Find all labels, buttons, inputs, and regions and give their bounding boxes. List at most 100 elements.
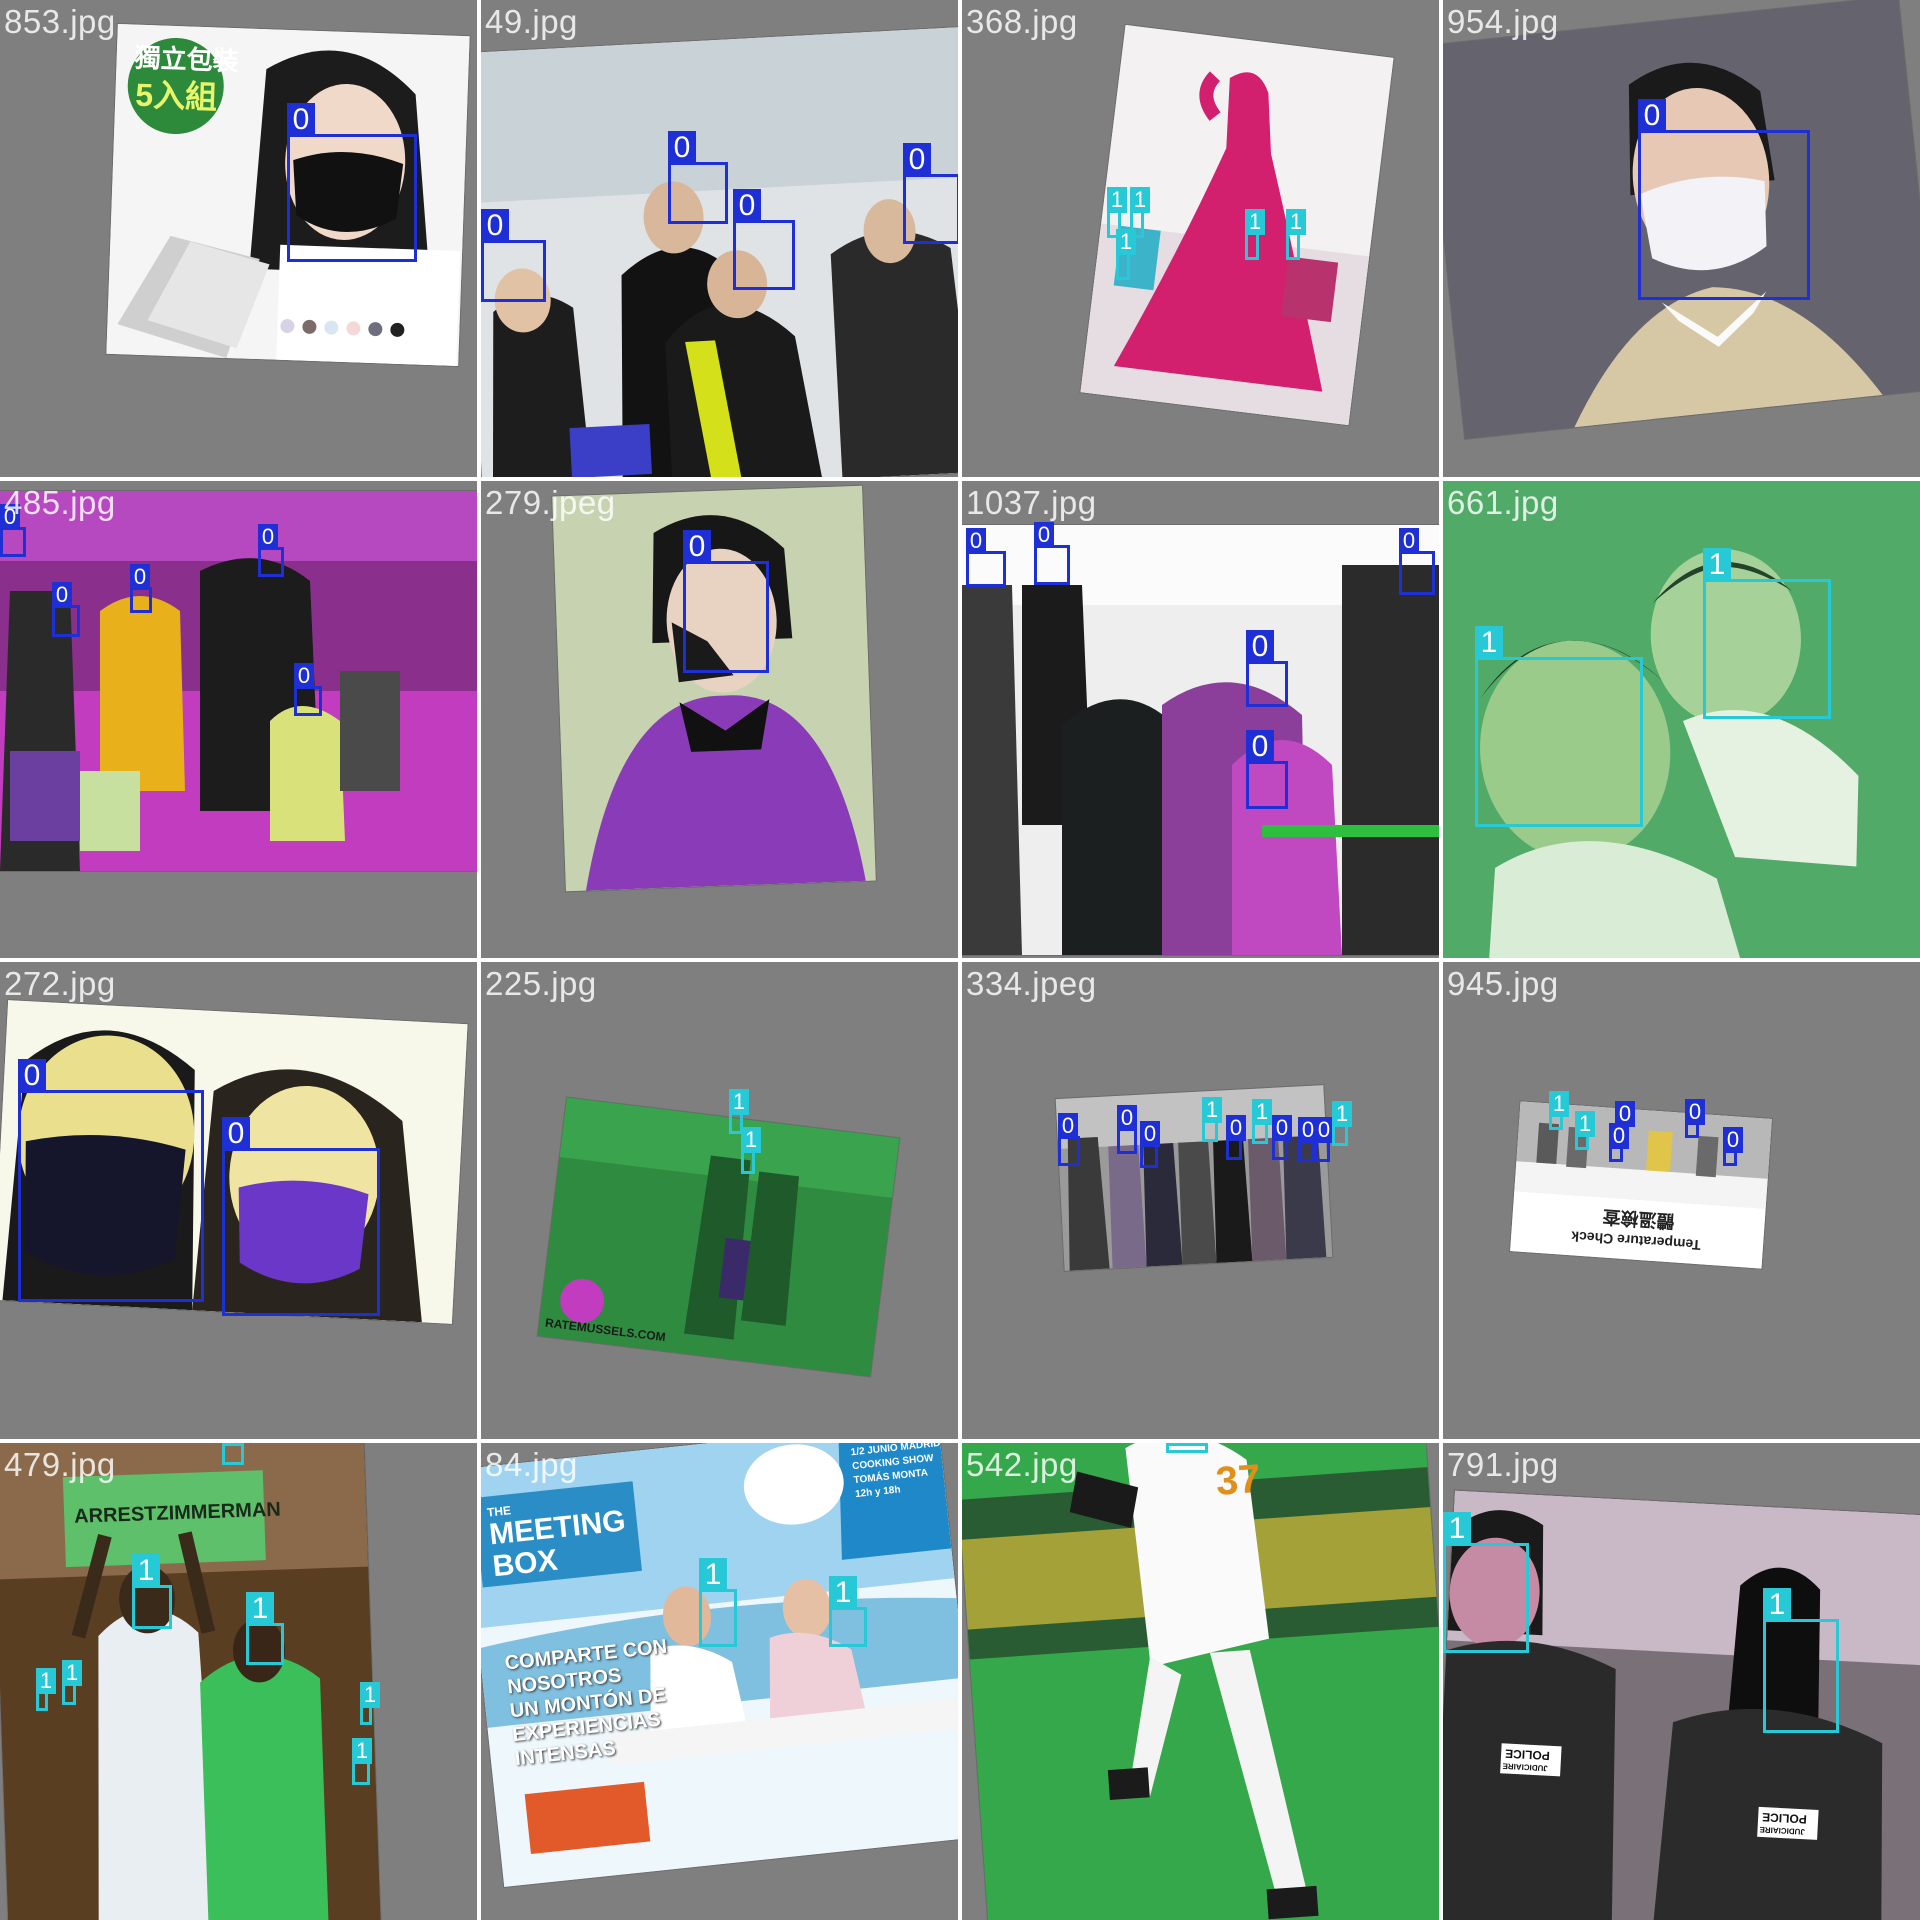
detection-box: 1 [1443,1512,1529,1653]
class-label: 1 [1575,1111,1595,1137]
green-street-scene-image [537,1097,900,1377]
class-label: 1 [222,1443,242,1446]
crowd-masks-image [481,27,958,477]
class-label: 0 [1272,1115,1292,1141]
detection-box: 1 [1252,1099,1272,1144]
jersey-number: 37 [1214,1456,1262,1504]
class-label: 0 [1140,1121,1160,1147]
woman-white-mask-image [1443,0,1920,439]
tile-filename: 661.jpg [1447,484,1559,521]
class-label: 0 [1226,1115,1246,1141]
detection-box: 1 [62,1660,82,1705]
detection-box: 0 [1685,1099,1705,1138]
man-purple-jacket-image [552,485,876,892]
tile-945: 體溫檢查 Temperature Check 945.jpg 1 1 0 0 0… [1443,962,1920,1439]
tile-368: 368.jpg 1 1 1 1 1 [962,0,1439,477]
detection-box: 1 [729,1089,749,1134]
tile-filename: 272.jpg [4,965,116,1002]
detection-box: 0 [1723,1127,1743,1166]
detection-box: 0 [1034,522,1070,585]
class-label: 0 [222,1117,250,1151]
tile-485: 485.jpg 0 0 0 0 0 [0,481,477,958]
detection-box: 1 [1763,1588,1839,1733]
class-label: 0 [1638,99,1666,133]
photo [481,27,958,477]
class-label: 0 [1246,730,1274,764]
class-label: 1 [360,1682,380,1708]
badge-text-line1: 獨立包裝 [134,42,240,77]
photo: ARRESTZIMMERMAN [0,1443,381,1920]
class-label: 0 [966,528,986,554]
class-label: 0 [903,143,931,177]
detection-box: 0 [0,504,26,557]
patch-text-right-2: JUDICIAIRE [1759,1824,1806,1837]
photo: 37 [962,1443,1439,1920]
class-label: 0 [294,663,314,689]
class-label: 1 [699,1558,727,1592]
detection-box: 1 [1575,1111,1595,1150]
class-label: 1 [1107,187,1127,213]
class-label: 0 [287,103,315,137]
detection-box: 1 [1116,229,1136,280]
detection-box: 1 [352,1738,372,1785]
tile-853: 獨立包裝 5入組 853.jpg 0 [0,0,477,477]
couple-masks-selfie-image [0,1000,468,1324]
class-label: 0 [258,524,278,550]
detection-box: 0 [481,209,546,302]
class-label: 0 [1399,528,1419,554]
baseball-pitcher-image [962,1443,1439,1920]
class-label: 0 [668,131,696,165]
patch-text-left-1: POLICE [1504,1746,1551,1763]
class-label: 1 [1245,209,1265,235]
tile-542: 37 542.jpg 1 [962,1443,1439,1920]
detection-box: 1 [1549,1091,1569,1130]
tile-791: POLICE JUDICIAIRE POLICE JUDICIAIRE 791.… [1443,1443,1920,1920]
class-label: 1 [62,1660,82,1686]
badge-text-line2: 5入組 [134,76,218,116]
class-label: 1 [741,1127,761,1153]
police-officers-balaclava-image [1443,1490,1920,1920]
detection-box: 0 [683,530,769,673]
tile-filename: 334.jpeg [966,965,1097,1002]
tile-filename: 479.jpg [4,1446,116,1483]
class-label: 0 [0,504,20,530]
class-label: 0 [1723,1127,1743,1153]
class-label: 0 [481,209,509,243]
class-label: 1 [1703,548,1731,582]
tile-272: 272.jpg 0 0 [0,962,477,1439]
tile-filename: 945.jpg [1447,965,1559,1002]
statue-with-crowd-image [1080,24,1394,426]
detection-box: 0 [18,1059,204,1302]
detection-box: 1 [699,1558,737,1647]
class-label: 0 [1685,1099,1705,1125]
detection-box: 1 [1286,209,1306,260]
class-label: 0 [1609,1123,1629,1149]
class-label: 1 [1130,187,1150,213]
class-label: 0 [1314,1117,1334,1143]
class-label: 0 [1298,1117,1318,1143]
class-label: 1 [36,1668,56,1694]
class-label: 1 [1443,1512,1471,1546]
detection-box: 0 [1314,1117,1334,1162]
class-label: 0 [1034,522,1054,548]
class-label: 0 [733,189,761,223]
detection-box: 1 [1703,548,1831,719]
class-label: 0 [52,582,72,608]
class-label: 0 [1615,1101,1635,1127]
class-label: 1 [1116,229,1136,255]
class-label: 1 [132,1554,160,1588]
photo [0,491,477,871]
class-label: 1 [1763,1588,1791,1622]
tile-filename: 1037.jpg [966,484,1097,521]
queue-of-people-image [1055,1085,1333,1271]
meeting-box-box: BOX [491,1543,560,1584]
photo [0,1000,468,1324]
tile-84: THE MEETING BOX COMPARTE CON NOSOTROS UN… [481,1443,958,1920]
sign-chinese: 體溫檢查 [1602,1206,1676,1232]
detection-box: 0 [52,582,80,637]
detection-box: 0 [1609,1123,1629,1162]
detection-box: 1 [36,1668,56,1711]
detection-box: 1 [741,1127,761,1174]
detection-box: 0 [1298,1117,1318,1162]
detection-box: 1 [132,1554,172,1629]
